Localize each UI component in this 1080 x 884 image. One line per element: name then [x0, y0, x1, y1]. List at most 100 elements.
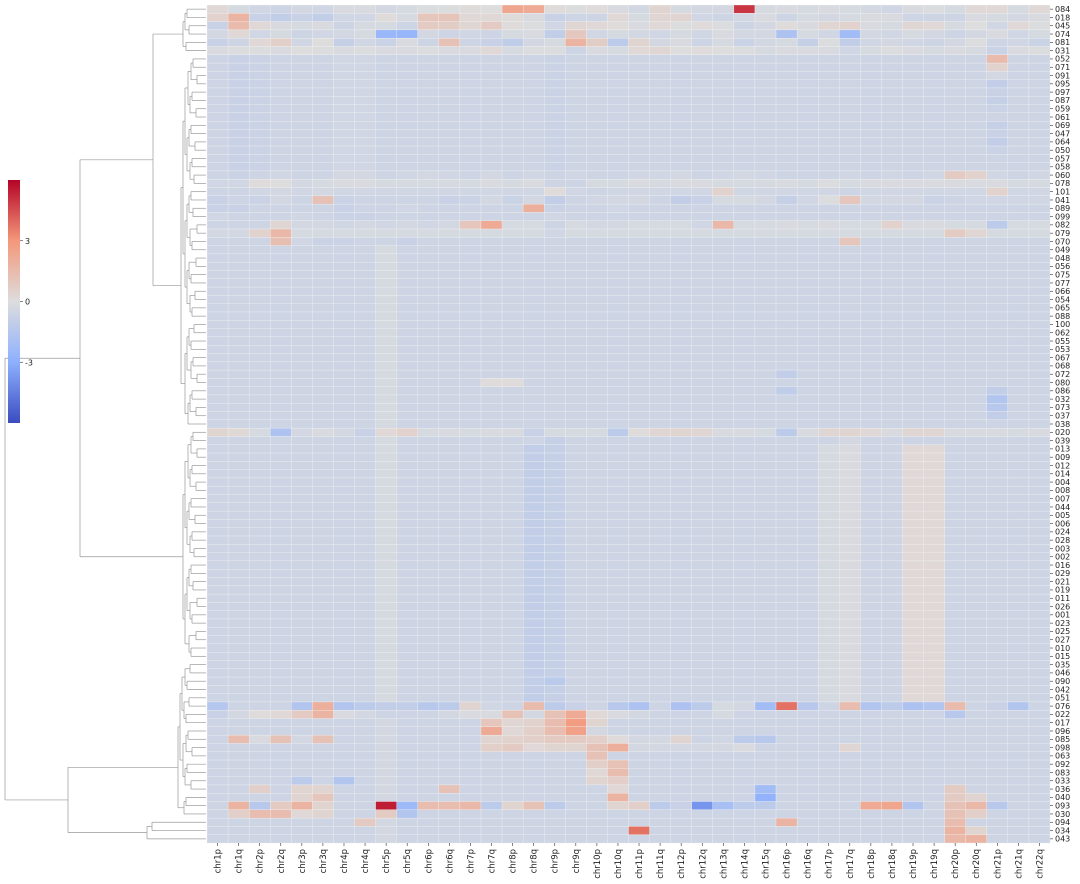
heatmap-cell-028-chr20q — [965, 535, 988, 545]
heatmap-cell-090-chr21p — [986, 676, 1009, 686]
heatmap-cell-041-chr16p — [775, 195, 798, 205]
heatmap-cell-062-chr5q — [396, 328, 418, 338]
heatmap-cell-089-chr16q — [796, 203, 819, 213]
heatmap-cell-073-chr6q — [438, 403, 461, 412]
heatmap-cell-071-chr18q — [881, 62, 903, 72]
heatmap-cell-043-chr6q — [438, 834, 461, 844]
heatmap-cell-089-chr22q — [1028, 203, 1051, 213]
heatmap-cell-049-chr21q — [1007, 245, 1030, 255]
heatmap-cell-094-chr11p — [628, 817, 650, 827]
heatmap-cell-067-chr3p — [291, 353, 313, 363]
heatmap-cell-001-chr18q — [881, 610, 903, 620]
heatmap-cell-090-chr14q — [733, 676, 756, 686]
heatmap-cell-023-chr17q — [839, 618, 861, 628]
heatmap-cell-032-chr17q — [839, 394, 861, 404]
heatmap-cell-025-chr18q — [881, 627, 903, 636]
heatmap-cell-071-chr11q — [649, 62, 671, 72]
heatmap-cell-034-chr12q — [691, 826, 714, 835]
heatmap-cell-090-chr9p — [544, 676, 566, 686]
heatmap-cell-085-chr22q — [1028, 734, 1051, 744]
heatmap-cell-086-chr18q — [881, 386, 903, 396]
heatmap-cell-024-chr10p — [586, 527, 608, 537]
heatmap-cell-069-chr5p — [375, 120, 397, 130]
heatmap-cell-063-chr19q — [923, 751, 945, 761]
heatmap-cell-074-chr6p — [417, 29, 440, 39]
heatmap-cell-097-chr16q — [796, 87, 819, 97]
heatmap-cell-032-chr19q — [923, 394, 945, 404]
heatmap-cell-076-chr1p — [206, 701, 229, 711]
heatmap-cell-058-chr21q — [1007, 162, 1030, 172]
heatmap-cell-062-chr1q — [227, 328, 250, 338]
colorbar-tick-label: -3 — [25, 358, 33, 367]
heatmap-cell-004-chr21q — [1007, 477, 1030, 487]
heatmap-cell-009-chr20p — [944, 452, 966, 462]
heatmap-cell-089-chr19q — [923, 203, 945, 213]
row-label-061: 061 — [1055, 113, 1070, 122]
heatmap-cell-075-chr5p — [375, 270, 397, 280]
heatmap-cell-074-chr1p — [206, 29, 229, 39]
heatmap-cell-096-chr7q — [480, 726, 503, 736]
heatmap-cell-035-chr10q — [607, 660, 629, 669]
heatmap-cell-064-chr21p — [986, 137, 1009, 147]
heatmap-cell-020-chr13q — [712, 427, 735, 437]
heatmap-cell-012-chr7p — [459, 461, 482, 470]
heatmap-cell-034-chr19p — [902, 826, 924, 835]
heatmap-cell-027-chr11p — [628, 635, 650, 645]
heatmap-cell-101-chr12q — [691, 187, 714, 197]
row-label-013: 013 — [1055, 445, 1070, 454]
heatmap-cell-067-chr20p — [944, 353, 966, 363]
heatmap-cell-046-chr21p — [986, 668, 1009, 678]
heatmap-cell-017-chr10p — [586, 718, 608, 728]
heatmap-cell-073-chr10q — [607, 403, 629, 412]
heatmap-cell-098-chr7p — [459, 743, 482, 752]
column-label-chr8p: chr8p — [509, 849, 519, 873]
heatmap-cell-083-chr1p — [206, 768, 229, 777]
heatmap-cell-028-chr16q — [796, 535, 819, 545]
heatmap-cell-079-chr19q — [923, 228, 945, 238]
heatmap-cell-076-chr2p — [248, 701, 271, 711]
heatmap-cell-009-chr12q — [691, 452, 714, 462]
heatmap-cell-047-chr17q — [839, 129, 861, 138]
heatmap-cell-011-chr13q — [712, 593, 735, 603]
heatmap-cell-027-chr9p — [544, 635, 566, 645]
heatmap-cell-083-chr20q — [965, 768, 988, 777]
heatmap-cell-021-chr5p — [375, 577, 397, 587]
heatmap-cell-048-chr8p — [501, 253, 524, 263]
heatmap-cell-093-chr11p — [628, 801, 650, 811]
heatmap-cell-097-chr17q — [839, 87, 861, 97]
heatmap-cell-077-chr18p — [860, 278, 882, 288]
heatmap-cell-100-chr1p — [206, 320, 229, 329]
heatmap-cell-060-chr16q — [796, 170, 819, 180]
heatmap-cell-056-chr8p — [501, 262, 524, 271]
heatmap-cell-020-chr20p — [944, 427, 966, 437]
heatmap-cell-085-chr11q — [649, 734, 671, 744]
heatmap-cell-098-chr14q — [733, 743, 756, 752]
heatmap-cell-025-chr1p — [206, 627, 229, 636]
heatmap-cell-011-chr5q — [396, 593, 418, 603]
heatmap-cell-064-chr17p — [817, 137, 840, 147]
heatmap-cell-017-chr4q — [354, 718, 376, 728]
heatmap-cell-002-chr18p — [860, 552, 882, 562]
heatmap-cell-024-chr16q — [796, 527, 819, 537]
heatmap-cell-076-chr14q — [733, 701, 756, 711]
heatmap-cell-057-chr4p — [333, 154, 355, 163]
heatmap-cell-079-chr12p — [670, 228, 692, 238]
heatmap-cell-028-chr19p — [902, 535, 924, 545]
heatmap-cell-031-chr12p — [670, 46, 692, 56]
heatmap-cell-048-chr14q — [733, 253, 756, 263]
heatmap-cell-044-chr11p — [628, 502, 650, 512]
heatmap-cell-081-chr17p — [817, 38, 840, 47]
heatmap-cell-027-chr6q — [438, 635, 461, 645]
heatmap-cell-058-chr9q — [565, 162, 587, 172]
heatmap-cell-017-chr17q — [839, 718, 861, 728]
heatmap-cell-080-chr10q — [607, 378, 629, 387]
heatmap-cell-045-chr3p — [291, 21, 313, 31]
heatmap-cell-076-chr13q — [712, 701, 735, 711]
heatmap-cell-036-chr21q — [1007, 784, 1030, 794]
heatmap-cell-014-chr8p — [501, 469, 524, 479]
heatmap-cell-051-chr7q — [480, 693, 503, 703]
heatmap-cell-085-chr3p — [291, 734, 313, 744]
heatmap-cell-058-chr10p — [586, 162, 608, 172]
heatmap-cell-083-chr6q — [438, 768, 461, 777]
heatmap-cell-051-chr12p — [670, 693, 692, 703]
